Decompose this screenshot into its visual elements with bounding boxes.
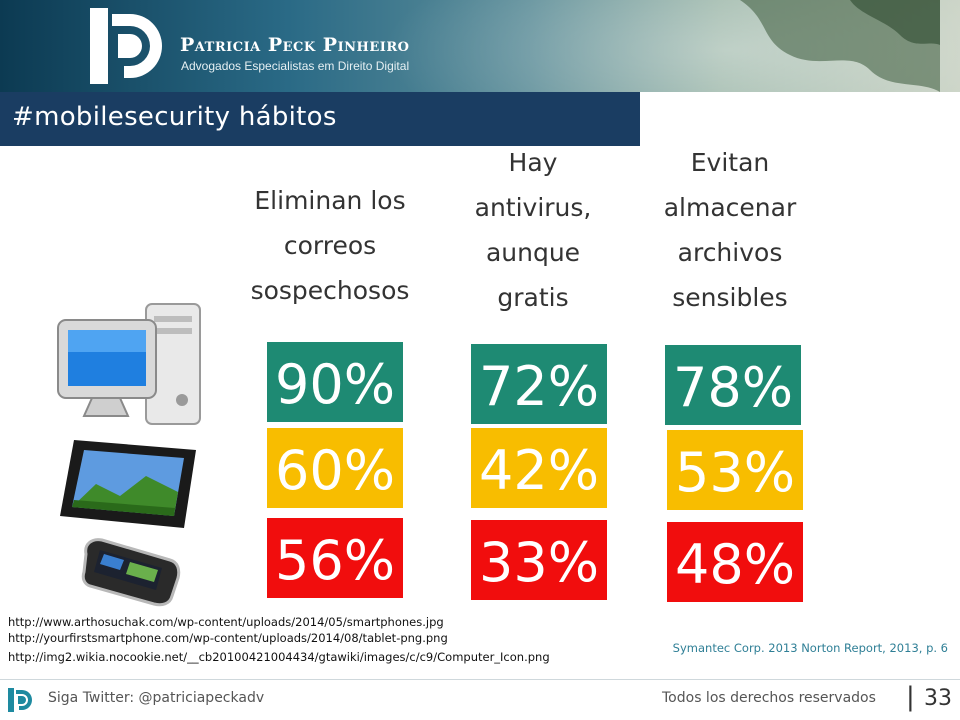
computer-icon	[57, 303, 201, 425]
ppp-logo-icon	[90, 8, 162, 84]
stat-col1-computer: 90%	[267, 342, 403, 422]
stat-col1-smartphone: 56%	[267, 518, 403, 598]
data-citation: Symantec Corp. 2013 Norton Report, 2013,…	[672, 641, 948, 655]
stat-col2-smartphone: 33%	[471, 520, 607, 600]
footer-rights: Todos los derechos reservados	[662, 690, 876, 706]
stat-col3-smartphone: 48%	[667, 522, 803, 602]
page-number: 33	[924, 686, 952, 711]
slide-title: #mobilesecurity hábitos	[12, 102, 337, 132]
smartphone-icon	[81, 538, 181, 607]
stat-col3-computer: 78%	[665, 345, 801, 425]
world-map-decoration	[740, 0, 940, 92]
footer-twitter: Siga Twitter: @patriciapeckadv	[48, 690, 265, 706]
source-link[interactable]: http://img2.wikia.nocookie.net/__cb20100…	[8, 650, 550, 664]
column-heading-1: Eliminan los correos sospechosos	[250, 186, 410, 305]
brand-name: Patricia Peck Pinheiro	[180, 34, 410, 56]
source-link[interactable]: http://yourfirstsmartphone.com/wp-conten…	[8, 631, 448, 645]
column-heading-2: Hay antivirus, aunque gratis	[474, 148, 592, 312]
stat-col2-computer: 72%	[471, 344, 607, 424]
footer-divider	[0, 679, 960, 680]
source-link[interactable]: http://www.arthosuchak.com/wp-content/up…	[8, 615, 444, 629]
image-sources: http://www.arthosuchak.com/wp-content/up…	[8, 614, 550, 665]
brand-subtitle: Advogados Especialistas em Direito Digit…	[181, 59, 410, 73]
footer-separator: |	[906, 682, 915, 712]
header-banner: Patricia Peck Pinheiro Advogados Especia…	[0, 0, 960, 92]
stat-col3-tablet: 53%	[667, 430, 803, 510]
stat-col2-tablet: 42%	[471, 428, 607, 508]
tablet-icon	[60, 440, 196, 528]
footer-ppp-logo-icon	[6, 685, 36, 715]
column-heading-3: Evitan almacenar archivos sensibles	[663, 148, 797, 312]
slide-title-bar: #mobilesecurity hábitos	[0, 92, 640, 146]
stat-col1-tablet: 60%	[267, 428, 403, 508]
